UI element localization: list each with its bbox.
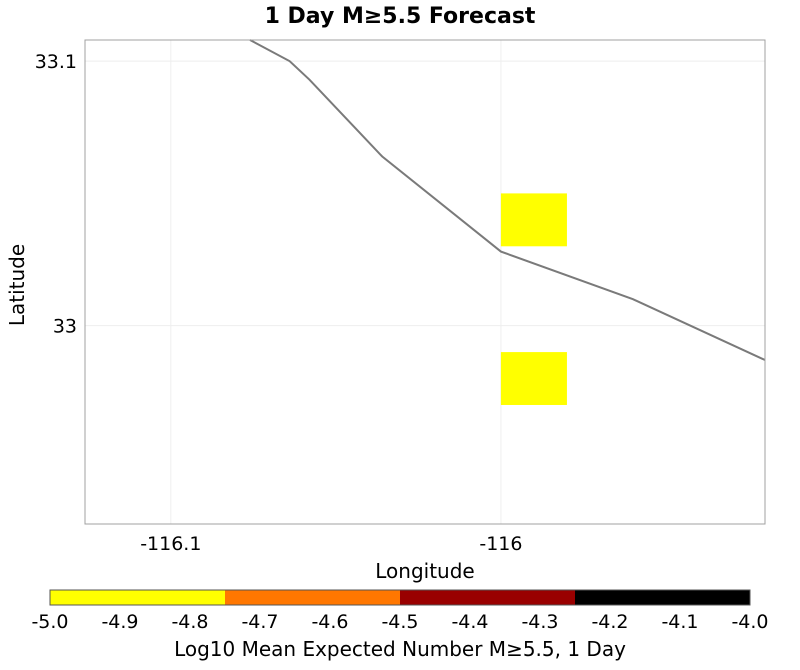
colorbar-tick-label: -4.1 [661,611,698,633]
colorbar-tick-label: -4.5 [381,611,418,633]
colorbar-border [49,589,751,606]
x-tick-label: -116 [479,533,522,555]
grid [85,40,765,524]
colorbar-label: Log10 Mean Expected Number M≥5.5, 1 Day [174,637,626,661]
colorbar-segment [400,590,575,605]
colorbar-tick-label: -4.4 [451,611,488,633]
forecast-cell [500,352,567,405]
plot-border [84,39,766,525]
plot-area [84,39,766,525]
colorbar-tick-label: -4.2 [591,611,628,633]
colorbar-tick-label: -4.6 [311,611,348,633]
forecast-cells [500,193,567,405]
plot-frame [85,40,765,524]
colorbar-ticks: -5.0 -4.9 -4.8 -4.7 -4.6 -4.5 -4.4 -4.3 -4.2 -4.1… [31,611,768,633]
y-tick-label: 33 [53,316,77,338]
forecast-cell [500,193,567,247]
y-tick-label: 33.1 [35,51,77,73]
colorbar-segment [50,590,225,605]
colorbar-tick-label: -4.8 [171,611,208,633]
colorbar-segments [50,590,750,605]
chart-title: 1 Day M≥5.5 Forecast [265,4,536,29]
colorbar-segment [225,590,400,605]
colorbar-tick-label: -5.0 [31,611,68,633]
colorbar-segment [575,590,750,605]
colorbar-tick-label: -4.3 [521,611,558,633]
x-axis-label: Longitude [375,559,474,583]
colorbar: -5.0 -4.9 -4.8 -4.7 -4.6 -4.5 -4.4 -4.3 -4.2 -4.1… [31,589,769,661]
x-axis-ticks: -116.1 -116 [140,533,522,555]
y-axis-ticks: 33 33.1 [35,51,77,337]
colorbar-tick-label: -4.9 [101,611,138,633]
fault-line [249,39,766,361]
y-axis-label: Latitude [5,244,29,326]
colorbar-tick-label: -4.7 [241,611,278,633]
colorbar-tick-label: -4.0 [731,611,768,633]
x-tick-label: -116.1 [140,533,201,555]
